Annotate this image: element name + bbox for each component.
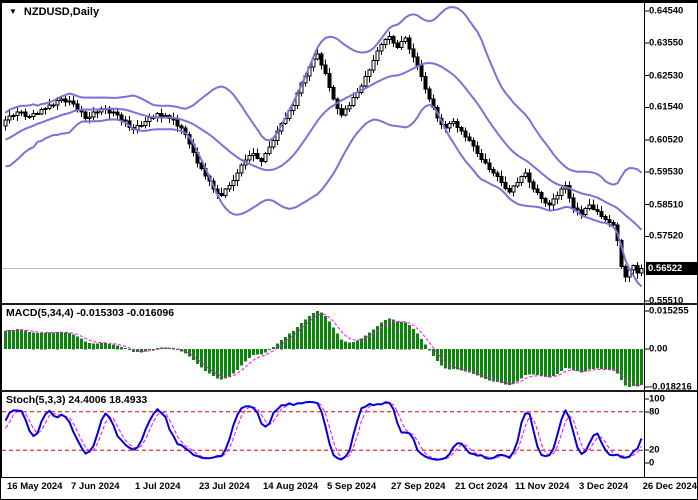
bollinger-upper-line	[4, 6, 643, 186]
bollinger-bands	[4, 6, 643, 288]
stoch-level-lines	[2, 411, 644, 451]
stoch-d-line	[5, 401, 642, 460]
bollinger-middle-line	[5, 62, 643, 231]
bollinger-lower-line	[5, 103, 643, 288]
candlestick-series	[3, 31, 644, 282]
macd-signal-line	[5, 313, 642, 386]
macd-histogram	[4, 311, 643, 387]
chart-frame	[1, 1, 697, 478]
stoch-k-line	[4, 400, 643, 461]
